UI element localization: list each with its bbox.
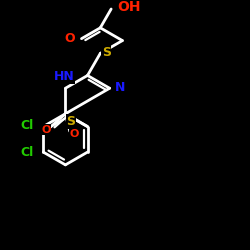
Text: Cl: Cl xyxy=(20,119,34,132)
Text: O: O xyxy=(70,129,79,139)
Text: O: O xyxy=(64,32,75,45)
Text: S: S xyxy=(66,115,76,128)
Text: Cl: Cl xyxy=(20,146,34,159)
Text: N: N xyxy=(115,80,125,94)
Text: HN: HN xyxy=(54,70,74,83)
Text: O: O xyxy=(41,124,51,134)
Text: OH: OH xyxy=(117,0,141,14)
Text: S: S xyxy=(102,46,111,59)
